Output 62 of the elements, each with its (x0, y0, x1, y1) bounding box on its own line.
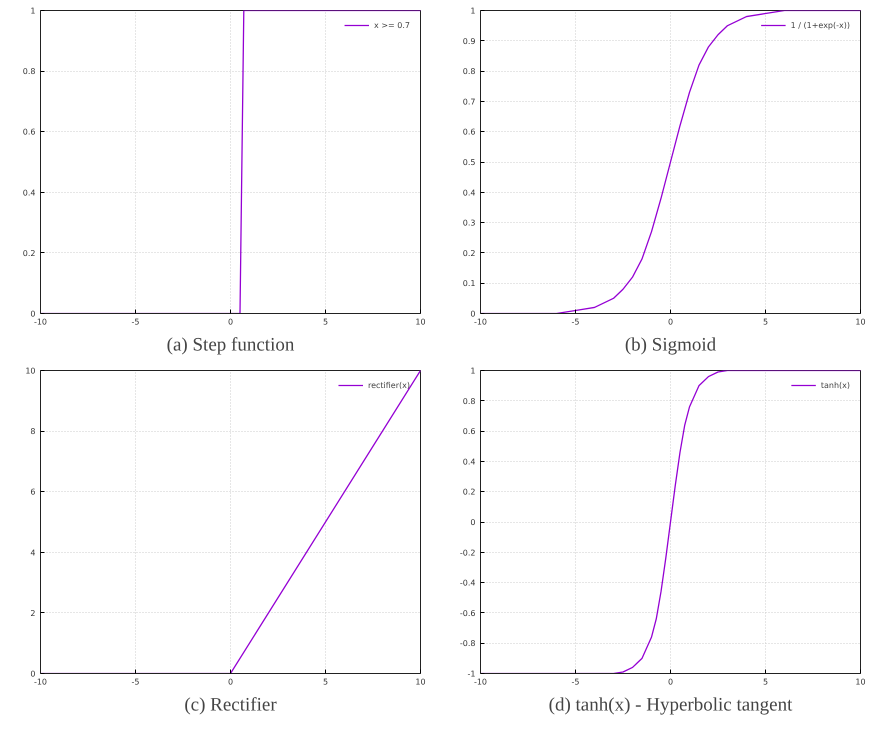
y-tick-label: 6 (30, 488, 36, 497)
x-tick-label: 0 (668, 678, 674, 686)
y-tick-label: 2 (30, 608, 36, 618)
y-tick-label: 0.8 (462, 67, 476, 76)
x-tick-label: 10 (415, 678, 426, 686)
y-tick-label: -0.6 (460, 608, 476, 618)
y-tick-label: 0 (470, 310, 476, 318)
y-tick-label: 1 (470, 6, 476, 16)
y-tick-label: -0.4 (460, 578, 476, 588)
y-tick-label: 0 (30, 670, 36, 678)
y-tick-label: 0.6 (22, 128, 36, 137)
y-tick-label: -0.2 (460, 548, 476, 558)
y-tick-label: 0.1 (462, 279, 476, 288)
y-tick-label: 0 (470, 518, 476, 527)
x-tick-label: 0 (228, 318, 234, 326)
x-tick-label: 10 (855, 318, 866, 326)
x-tick-label: 0 (668, 318, 674, 326)
y-tick-label: 0 (30, 310, 36, 318)
x-tick-label: -10 (34, 318, 48, 326)
y-tick-label: 0.6 (462, 427, 476, 436)
text: (c) Rectifier (184, 694, 278, 716)
y-tick-label: 4 (30, 548, 36, 558)
y-tick-label: 0.9 (462, 36, 476, 46)
x-tick-label: -5 (572, 318, 580, 326)
y-tick-label: 0.2 (22, 248, 36, 258)
text: (d) tanh(x) - Hyperbolic tangent (548, 694, 794, 716)
x-tick-label: -5 (132, 678, 140, 686)
x-tick-label: 5 (322, 678, 328, 686)
y-tick-label: 0.8 (462, 396, 476, 406)
y-tick-label: 0.3 (462, 218, 476, 228)
y-tick-label: 0.4 (22, 188, 36, 198)
y-tick-label: 0.4 (462, 188, 476, 198)
y-tick-label: -1 (468, 670, 476, 678)
x-tick-label: 10 (415, 318, 426, 326)
x-tick-label: 5 (762, 318, 768, 326)
y-tick-label: 1 (30, 6, 36, 16)
legend-label: 1 / (1+exp(-x)) (790, 20, 850, 30)
x-tick-label: 5 (322, 318, 328, 326)
y-tick-label: 0.5 (462, 158, 476, 167)
y-tick-label: 0.2 (462, 488, 476, 497)
legend-label: tanh(x) (820, 380, 850, 390)
x-tick-label: -10 (34, 678, 48, 686)
x-tick-label: -10 (474, 678, 488, 686)
y-tick-label: 0.6 (462, 128, 476, 137)
legend-label: rectifier(x) (368, 380, 410, 390)
x-tick-label: 5 (762, 678, 768, 686)
y-tick-label: 8 (30, 427, 36, 436)
y-tick-label: 0.7 (462, 97, 476, 106)
x-tick-label: -10 (474, 318, 488, 326)
y-tick-label: 10 (25, 366, 36, 376)
y-tick-label: 0.4 (462, 457, 476, 466)
text: (b) Sigmoid (624, 334, 717, 356)
x-tick-label: 10 (855, 678, 866, 686)
x-tick-label: 0 (228, 678, 234, 686)
x-tick-label: -5 (132, 318, 140, 326)
text: (a) Step function (166, 334, 295, 356)
legend-label: x >= 0.7 (374, 20, 410, 30)
y-tick-label: 0.8 (22, 67, 36, 76)
y-tick-label: 1 (470, 366, 476, 376)
y-tick-label: 0.2 (462, 248, 476, 258)
y-tick-label: -0.8 (460, 639, 476, 648)
x-tick-label: -5 (572, 678, 580, 686)
